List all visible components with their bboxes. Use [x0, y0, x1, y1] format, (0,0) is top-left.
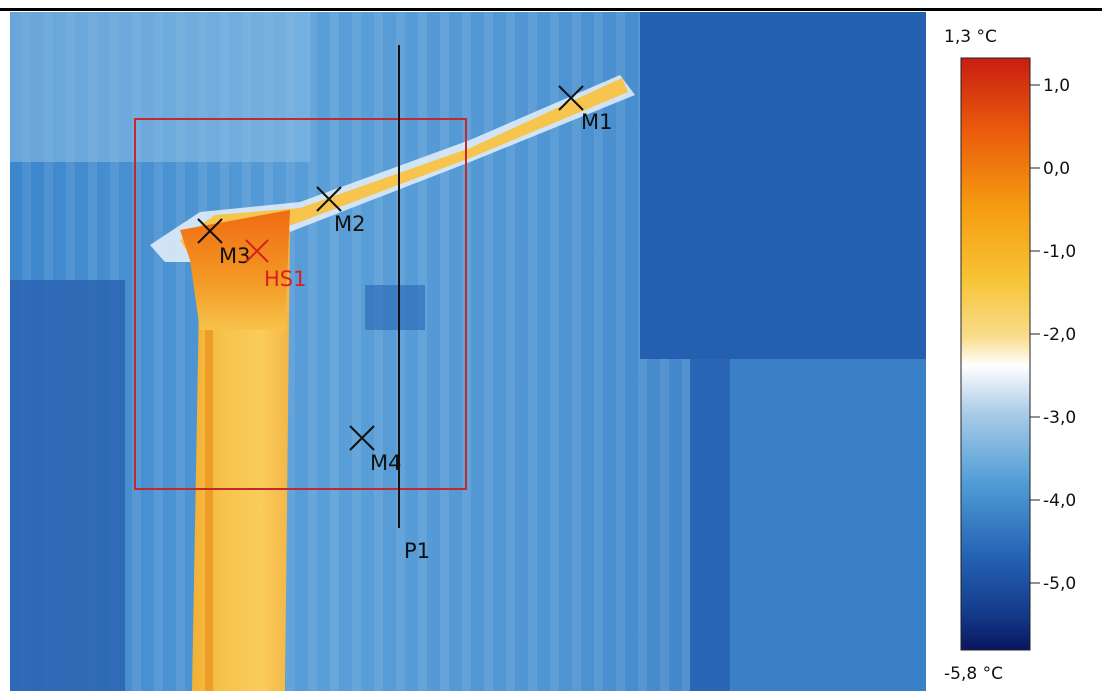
- hotspot-hs1-label: HS1: [264, 267, 306, 291]
- scale-tick-label: -3,0: [1043, 408, 1076, 428]
- dark-patch: [365, 285, 425, 330]
- color-scale-bar: [960, 57, 1031, 651]
- scale-min-label: -5,8 °C: [944, 664, 1003, 684]
- right-dark-panel: [640, 12, 926, 359]
- marker-m3-label: M3: [219, 244, 250, 268]
- scale-tick-label: -5,0: [1043, 574, 1076, 594]
- scale-tick-label: 1,0: [1043, 76, 1070, 96]
- marker-m4[interactable]: [349, 425, 375, 451]
- pillar-hotspot-area: [180, 210, 290, 330]
- right-lower-area: [730, 359, 926, 691]
- upper-left-warm-area: [10, 12, 310, 162]
- marker-m2[interactable]: [316, 186, 342, 212]
- scale-ticks: [1030, 84, 1040, 584]
- warm-beam: [180, 78, 628, 256]
- top-divider: [0, 8, 1102, 11]
- marker-m1-label: M1: [581, 110, 612, 134]
- hotspot-hs1[interactable]: [245, 239, 269, 263]
- pillar-edge: [205, 330, 213, 691]
- scale-tick-label: -2,0: [1043, 325, 1076, 345]
- marker-m3[interactable]: [197, 218, 223, 244]
- marker-m1[interactable]: [558, 85, 584, 111]
- marker-m4-label: M4: [370, 451, 401, 475]
- left-dark-column: [10, 280, 125, 691]
- measurement-region-box[interactable]: [134, 118, 467, 490]
- scale-tick-label: 0,0: [1043, 159, 1070, 179]
- scale-tick-label: -1,0: [1043, 242, 1076, 262]
- marker-m2-label: M2: [334, 212, 365, 236]
- scale-tick-label: -4,0: [1043, 491, 1076, 511]
- scale-max-label: 1,3 °C: [944, 27, 997, 47]
- right-dark-strip: [690, 359, 730, 691]
- warm-pillar: [192, 230, 290, 691]
- profile-line-label: P1: [404, 539, 430, 563]
